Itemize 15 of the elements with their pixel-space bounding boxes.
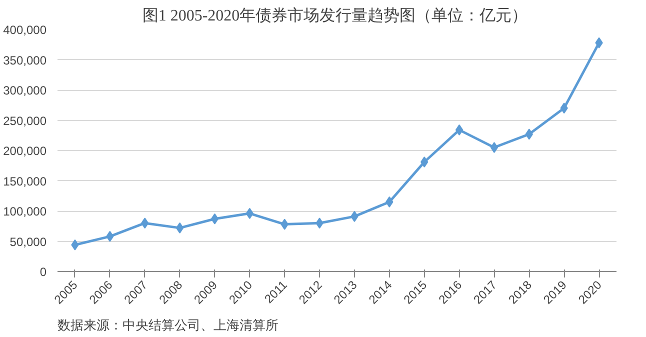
y-tick-label: 300,000 (3, 84, 47, 98)
point (176, 222, 184, 234)
y-tick-label: 250,000 (3, 114, 47, 128)
point (455, 124, 464, 136)
point (490, 142, 498, 153)
y-tick-label: 0 (40, 265, 47, 279)
y-tick-label: 200,000 (3, 144, 47, 158)
y-tick-label: 150,000 (3, 174, 47, 188)
y-tick-label: 350,000 (3, 53, 47, 68)
y-tick-label: 400,000 (3, 23, 47, 37)
y-tick-label: 50,000 (10, 234, 47, 249)
y-tick-label: 100,000 (3, 204, 47, 218)
chart-title: 图1 2005-2020年债券市场发行量趋势图（单位：亿元） (142, 6, 528, 24)
source-note: 数据来源：中央结算公司、上海清算所 (58, 318, 278, 332)
point (210, 213, 219, 224)
